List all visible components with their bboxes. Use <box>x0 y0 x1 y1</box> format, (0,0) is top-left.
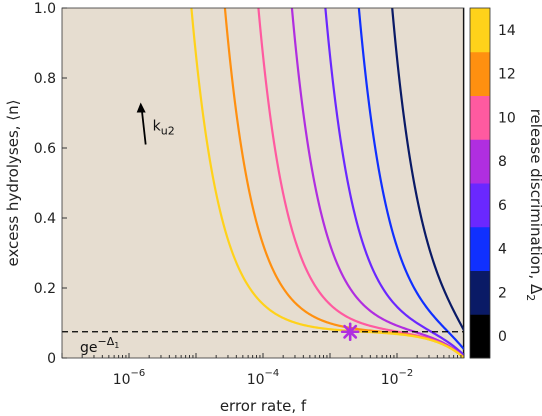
asterisk-stroke <box>343 324 358 339</box>
series-line-delta-14 <box>190 8 464 358</box>
colorbar-tick-label: 4 <box>498 242 507 258</box>
colorbar-tick-label: 0 <box>498 329 507 345</box>
colorbar-tick-label: 12 <box>498 67 516 83</box>
colorbar-segment <box>470 51 490 96</box>
x-tick-base: 10 <box>381 372 399 388</box>
x-tick-exponent: −6 <box>131 368 146 379</box>
reference-label: ge−Δ1 <box>80 335 119 356</box>
colorbar-tick-label: 8 <box>498 154 507 170</box>
y-tick-label: 0 <box>47 351 56 367</box>
x-tick-label: 10−2 <box>381 368 414 388</box>
colorbar-frame <box>469 7 491 359</box>
arrow-shaft <box>140 108 147 145</box>
y-tick-label: 1.0 <box>34 1 56 17</box>
colorbar-label-sub: 2 <box>524 294 537 301</box>
colorbar: 0 2 4 6 8 10 12 14 <box>469 7 516 359</box>
curves-group <box>190 8 464 358</box>
colorbar-segment <box>470 314 490 359</box>
reference-label-main: ge <box>80 340 98 356</box>
colorbar-tick-label: 14 <box>498 23 516 39</box>
colorbar-tick-label: 2 <box>498 285 507 301</box>
arrow-label-sub: u2 <box>161 125 175 138</box>
reference-label-sup: −Δ <box>98 335 115 348</box>
x-tick-exponent: −4 <box>265 368 280 379</box>
colorbar-segment <box>470 270 490 315</box>
x-axis-label: error rate, f <box>220 397 307 415</box>
colorbar-segment <box>470 95 490 140</box>
colorbar-tick-label: 6 <box>498 198 507 214</box>
colorbar-segment <box>470 183 490 228</box>
reference-label-sup-sub: 1 <box>114 341 119 350</box>
x-axis-ticks: 10−6 10−4 10−2 <box>61 353 465 388</box>
arrow-label: ku2 <box>153 119 175 138</box>
series-line-delta-2 <box>391 8 464 331</box>
series-line-delta-6 <box>324 8 464 357</box>
colorbar-segment <box>470 226 490 271</box>
arrow-head <box>136 102 146 113</box>
x-tick-exponent: −2 <box>399 368 414 379</box>
y-tick-label: 0.4 <box>34 211 56 227</box>
x-tick-base: 10 <box>113 372 131 388</box>
y-axis-label: excess hydrolyses, ⟨n⟩ <box>4 99 22 266</box>
colorbar-segment <box>470 139 490 184</box>
arrow-annotation <box>136 102 147 145</box>
y-tick-label: 0.6 <box>34 141 56 157</box>
colorbar-label-main: release discrimination, Δ <box>527 109 542 295</box>
x-tick-label: 10−4 <box>247 368 280 388</box>
series-line-delta-4 <box>357 8 464 350</box>
x-tick-base: 10 <box>247 372 265 388</box>
asterisk-marker <box>340 322 360 342</box>
colorbar-label: release discrimination, Δ2 <box>524 109 542 302</box>
x-tick-label: 10−6 <box>113 368 146 388</box>
colorbar-tick-label: 10 <box>498 110 516 126</box>
y-axis-ticks: 0 0.2 0.4 0.6 0.8 1.0 <box>34 1 67 367</box>
arrow-label-main: k <box>153 119 162 135</box>
colorbar-segment <box>470 8 490 53</box>
y-tick-label: 0.2 <box>34 281 56 297</box>
y-tick-label: 0.8 <box>34 71 56 87</box>
series-line-delta-8 <box>290 8 464 358</box>
